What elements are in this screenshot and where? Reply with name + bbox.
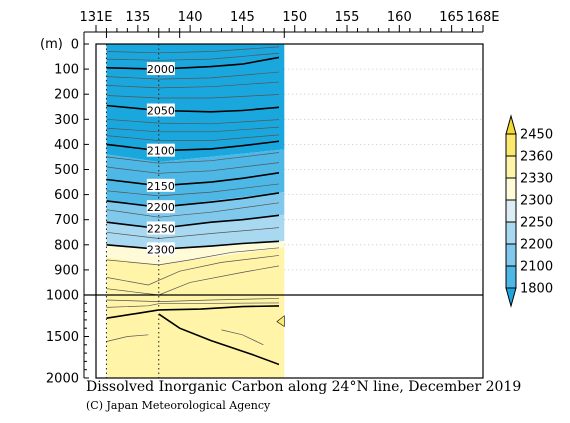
x-tick-label-140: 140 <box>178 10 203 25</box>
contour-label-2300: 2300 <box>147 243 175 256</box>
contour-label-2250: 2250 <box>147 222 175 235</box>
y-tick-label-1000: 1000 <box>46 289 79 304</box>
x-tick-label-165: 165 <box>439 10 464 25</box>
colorbar-box <box>505 133 517 157</box>
y-tick-label-500: 500 <box>54 163 79 178</box>
minor-contour <box>106 247 279 266</box>
colorbar-label-2200: 2200 <box>520 238 553 253</box>
contour-label-bg <box>146 103 175 117</box>
x-tick-label-135: 135 <box>125 10 150 25</box>
y-tick-label-300: 300 <box>54 113 79 128</box>
fill-layer <box>106 44 285 378</box>
y-tick-label-900: 900 <box>54 263 79 278</box>
minor-contour <box>106 255 279 286</box>
contour-layer <box>105 44 279 378</box>
colorbar-label-2360: 2360 <box>520 150 553 165</box>
contour-label-2050: 2050 <box>147 105 175 118</box>
y-tick-label-0: 0 <box>71 38 79 53</box>
axes-layer <box>83 25 484 379</box>
contour-label-bg <box>146 242 175 256</box>
contour-label-bg <box>146 200 175 214</box>
colorbar-box <box>505 177 517 201</box>
minor-contour <box>106 118 279 125</box>
contour-label-bg <box>146 143 175 157</box>
minor-contour <box>221 329 264 346</box>
contour-2200 <box>106 192 279 209</box>
x-tick-label-160: 160 <box>387 10 412 25</box>
colorbar-label-2250: 2250 <box>520 216 553 231</box>
y-tick-label-400: 400 <box>54 138 79 153</box>
colorbar-box <box>505 199 517 223</box>
contour-2150 <box>106 171 279 187</box>
contour-label-bg <box>146 62 175 76</box>
text-layer: 131E 135 140 145 150 155 160 165 168E 0 100 200 300 4… <box>40 10 521 412</box>
x-tick-label-150: 150 <box>282 10 307 25</box>
y-tick-label-100: 100 <box>54 63 79 78</box>
minor-contour <box>106 302 279 308</box>
colorbar-label-2450: 2450 <box>520 128 553 143</box>
minor-contour <box>106 126 279 133</box>
minor-contour <box>106 162 279 174</box>
minor-contour <box>106 81 279 89</box>
y-tick-label-800: 800 <box>54 238 79 253</box>
band-2100-2200 <box>106 149 285 208</box>
y-tick-label-700: 700 <box>54 213 79 228</box>
contour-label-2100: 2100 <box>147 145 175 158</box>
x-tick-label-145: 145 <box>230 10 255 25</box>
contour-2350 <box>158 313 279 366</box>
y-tick-label-1500: 1500 <box>46 330 79 345</box>
contour-2050 <box>106 104 279 113</box>
y-tick-label-200: 200 <box>54 88 79 103</box>
x-tick-label-131: 131E <box>79 10 112 25</box>
y-unit-label: (m) <box>40 37 63 52</box>
credit-text: (C) Japan Meteorological Agency <box>86 399 271 412</box>
colorbar-high-arrow <box>505 114 517 135</box>
contour-2000 <box>106 56 279 70</box>
colorbar: 1800 2100 2200 2250 2300 2330 2360 2450 <box>505 114 553 308</box>
contour-label-bg <box>146 221 175 235</box>
minor-contour <box>106 334 149 342</box>
minor-contour <box>106 265 279 296</box>
minor-contour <box>106 152 279 164</box>
colorbar-label-1800: 1800 <box>520 282 553 297</box>
minor-contour <box>106 298 279 302</box>
colorbar-box <box>505 243 517 267</box>
colorbar-low-arrow <box>505 287 517 308</box>
minor-contour <box>106 94 279 99</box>
contour-2350 <box>106 305 279 319</box>
high-dic-pocket <box>276 315 285 328</box>
contour-label-bg <box>146 178 175 192</box>
band-2250-2300 <box>106 214 285 250</box>
minor-contour <box>106 46 279 54</box>
contour-label-2150: 2150 <box>147 180 175 193</box>
minor-contour <box>106 227 279 239</box>
contour-2100 <box>106 140 279 152</box>
x-tick-label-155: 155 <box>335 10 360 25</box>
x-tick-label-168: 168E <box>466 10 499 25</box>
contour-label-2000: 2000 <box>147 63 175 76</box>
contour-2250 <box>106 214 279 230</box>
plot-frame <box>95 43 484 379</box>
band-2300-2330 <box>106 241 285 265</box>
band-2330-2360 <box>106 247 285 378</box>
colorbar-box <box>505 221 517 245</box>
y-tick-label-2000: 2000 <box>46 372 79 387</box>
minor-contour <box>106 183 279 197</box>
contour-2300 <box>106 240 279 251</box>
minor-contour <box>106 71 279 80</box>
colorbar-box <box>505 265 517 289</box>
colorbar-label-2300: 2300 <box>520 194 553 209</box>
chart-title: Dissolved Inorganic Carbon along 24°N li… <box>86 379 521 395</box>
minor-contour <box>106 134 279 141</box>
colorbar-box <box>505 155 517 179</box>
minor-contour <box>106 52 279 61</box>
minor-contour <box>106 202 279 218</box>
grid-layer <box>284 68 483 271</box>
colorbar-label-2100: 2100 <box>520 260 553 275</box>
y-tick-label-600: 600 <box>54 188 79 203</box>
contour-label-2200: 2200 <box>147 201 175 214</box>
colorbar-label-2330: 2330 <box>520 172 553 187</box>
